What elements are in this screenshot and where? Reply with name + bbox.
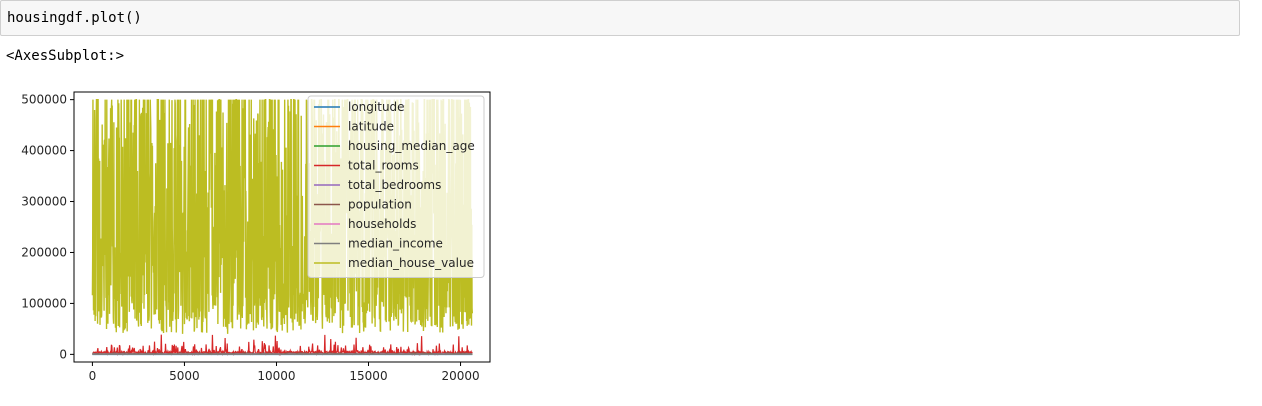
legend-label: latitude bbox=[348, 120, 394, 134]
chart-legend: longitude latitude housing_median_agetotal… bbox=[307, 95, 485, 278]
chart-axis-layer: 0 100000 200000 300000 400000 500000 0 5000 1000… bbox=[21, 93, 479, 383]
y-tick-label: 200000 bbox=[21, 245, 67, 259]
y-tick-label: 100000 bbox=[21, 296, 67, 310]
code-cell[interactable]: housingdf.plot() bbox=[0, 0, 1240, 36]
legend-label: total_rooms bbox=[348, 159, 419, 173]
y-tick-label: 500000 bbox=[21, 93, 67, 107]
cell-output-text: <AxesSubplot:> bbox=[6, 48, 125, 64]
x-tick-label: 0 bbox=[89, 369, 97, 383]
y-tick-label: 400000 bbox=[21, 144, 67, 158]
legend-label: median_house_value bbox=[348, 256, 474, 270]
y-tick-label: 300000 bbox=[21, 195, 67, 209]
legend-label: population bbox=[348, 198, 412, 212]
series-total_rooms bbox=[92, 334, 473, 357]
legend-label: housing_median_age bbox=[348, 139, 475, 153]
code-input[interactable]: housingdf.plot() bbox=[7, 10, 142, 26]
line-chart: 0 100000 200000 300000 400000 500000 0 5000 1000… bbox=[21, 91, 491, 383]
y-tick-label: 0 bbox=[59, 347, 67, 361]
legend-label: longitude bbox=[348, 100, 405, 114]
legend-label: median_income bbox=[348, 237, 443, 251]
legend-label: households bbox=[348, 217, 416, 231]
legend-box bbox=[307, 95, 485, 278]
x-tick-label: 10000 bbox=[257, 369, 295, 383]
legend-label: total_bedrooms bbox=[348, 178, 441, 192]
x-tick-label: 20000 bbox=[441, 369, 479, 383]
x-tick-label: 15000 bbox=[349, 369, 387, 383]
x-tick-label: 5000 bbox=[169, 369, 200, 383]
axes-frame bbox=[73, 91, 491, 363]
